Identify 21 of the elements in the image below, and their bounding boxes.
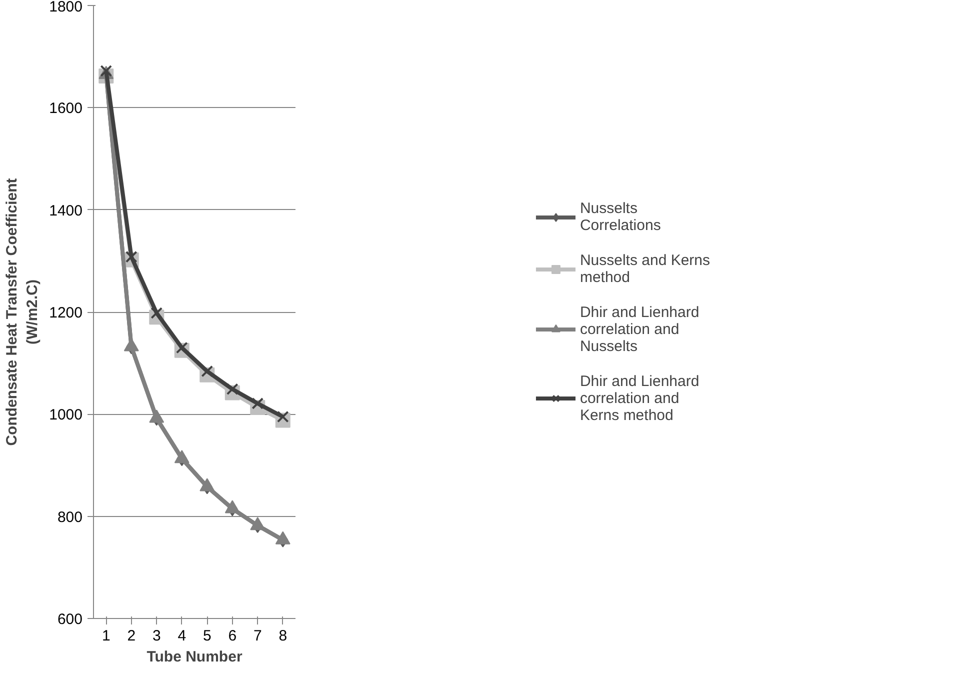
x-tick-label: 4 — [178, 628, 186, 644]
x-tick-label: 6 — [228, 628, 237, 644]
y-tick-label: 1000 — [49, 406, 83, 424]
x-tick-label: 3 — [152, 628, 161, 644]
x-axis-title: Tube Number — [146, 648, 242, 666]
x-tick-label: 2 — [127, 628, 136, 644]
x-tick-label: 5 — [202, 628, 212, 644]
y-tick-label: 1400 — [49, 202, 83, 220]
y-tick-label: 1800 — [49, 0, 83, 16]
y-tick-label: 800 — [57, 508, 83, 526]
legend-label: Nusselts and Kerns method — [580, 252, 710, 286]
x-tick-label: 7 — [253, 628, 262, 644]
y-tick-label: 600 — [57, 611, 83, 628]
y-tick-label: 1200 — [49, 304, 83, 322]
x-tick-label: 8 — [278, 628, 288, 644]
y-axis-title: Condensate Heat Transfer Coefficient (W/m2.C) — [4, 178, 42, 446]
legend-label: Nusselts Correlations — [580, 200, 661, 234]
y-tick-label: 1600 — [49, 100, 83, 118]
x-tick-label: 1 — [102, 628, 110, 644]
legend-label: Dhir and Lienhard correlation and Nusselts — [580, 304, 700, 354]
legend-label: Dhir and Lienhard correlation and Kerns method — [580, 372, 700, 424]
